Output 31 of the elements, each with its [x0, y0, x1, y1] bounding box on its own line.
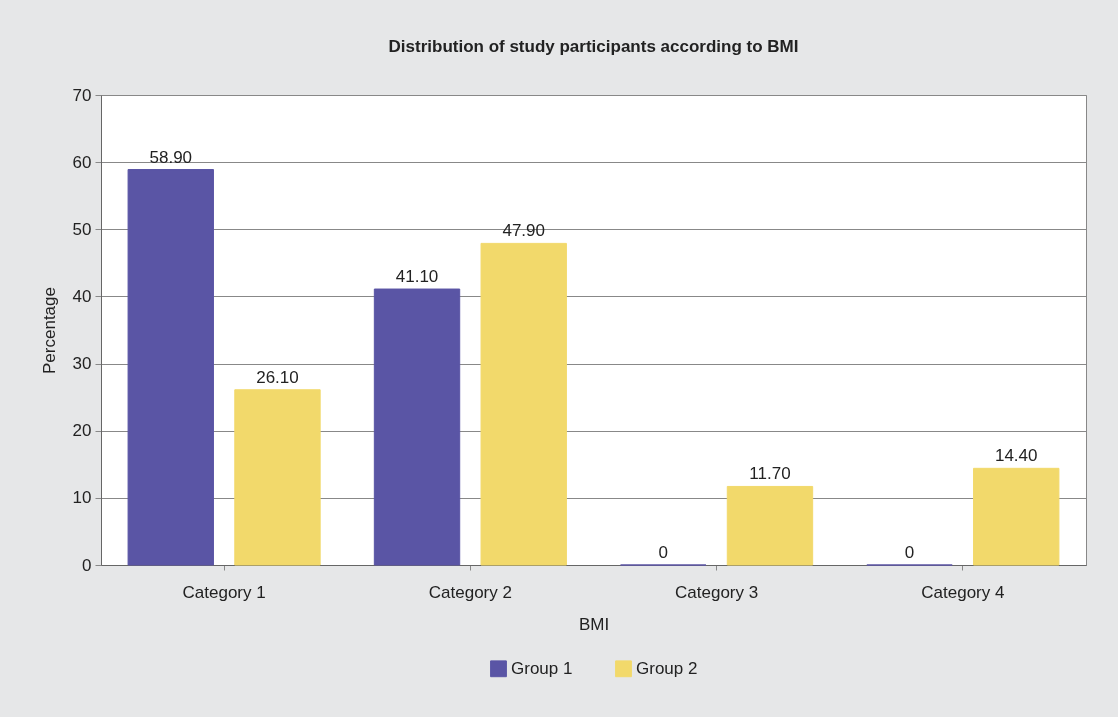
x-tick-label: Category 1 — [182, 582, 266, 602]
x-tick-label: Category 2 — [428, 582, 512, 602]
y-tick-label: 30 — [72, 354, 92, 374]
chart-title: Distribution of study participants according to BMI — [388, 37, 799, 56]
bar — [480, 242, 567, 566]
x-tick-label: Category 4 — [921, 582, 1005, 602]
data-label: 26.10 — [256, 367, 299, 387]
y-tick-label: 20 — [72, 421, 92, 441]
data-label: 11.70 — [749, 464, 791, 484]
data-label: 47.90 — [502, 221, 545, 241]
data-label: 0 — [658, 543, 669, 562]
legend-label: Group 1 — [511, 658, 573, 678]
y-tick-label: 60 — [72, 152, 92, 172]
bar — [726, 485, 814, 566]
y-tick-label: 40 — [72, 286, 92, 306]
data-label: 0 — [904, 543, 915, 562]
x-axis-title: BMI — [578, 614, 610, 634]
y-tick-label: 70 — [72, 85, 92, 105]
x-tick-label: Category 3 — [675, 582, 759, 602]
bar — [234, 389, 321, 566]
data-label: 41.10 — [395, 267, 439, 287]
y-tick-label: 0 — [82, 555, 92, 575]
bar — [127, 169, 214, 566]
bar — [973, 467, 1060, 566]
legend-label: Group 2 — [636, 658, 698, 678]
data-label: 58.90 — [149, 147, 193, 167]
y-tick-label: 10 — [72, 488, 92, 508]
bar — [373, 288, 461, 566]
data-label: 14.40 — [994, 446, 1038, 466]
y-axis-title: Percentage — [39, 287, 59, 374]
y-tick-label: 50 — [72, 219, 92, 239]
